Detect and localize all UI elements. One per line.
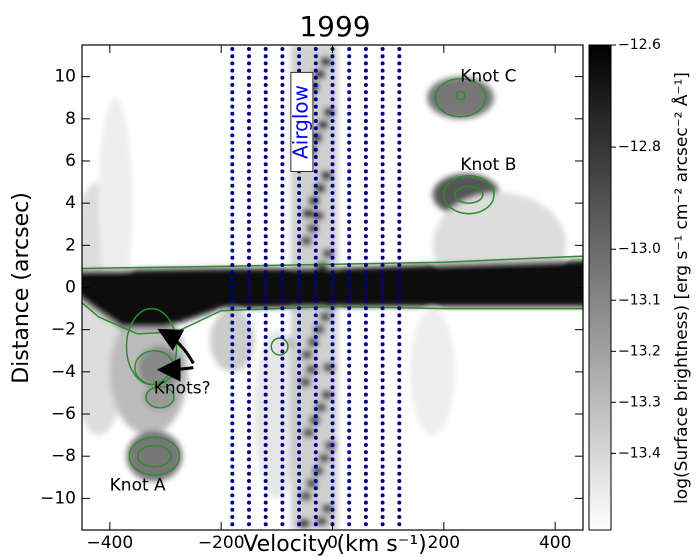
airglow-patch bbox=[307, 224, 318, 233]
contour bbox=[454, 185, 484, 204]
blob bbox=[143, 384, 177, 410]
airglow-patch bbox=[320, 57, 331, 66]
image bbox=[82, 45, 583, 530]
contour bbox=[82, 301, 583, 335]
airglow-label: Airglow bbox=[288, 85, 312, 159]
airglow-patch bbox=[320, 312, 331, 321]
colorbar-tick-label: −13.1 bbox=[618, 292, 661, 308]
y-tick-label: 2 bbox=[65, 235, 76, 255]
x-tick-label: −400 bbox=[86, 533, 133, 553]
airglow-patch bbox=[321, 171, 332, 180]
airglow-patch bbox=[314, 325, 325, 334]
y-tick-label: −10 bbox=[40, 488, 76, 508]
image-blur bbox=[82, 45, 583, 530]
contour bbox=[128, 436, 181, 476]
airglow-patch bbox=[324, 108, 335, 117]
contour bbox=[455, 90, 466, 101]
airglow-patch bbox=[315, 403, 326, 412]
airglow-patch bbox=[315, 184, 326, 193]
y-tick-label: 6 bbox=[65, 151, 76, 171]
x-tick-label: 200 bbox=[428, 533, 460, 553]
y-tick-label: −6 bbox=[51, 404, 76, 424]
annotation: Knots? bbox=[154, 379, 211, 399]
annotation: Knot B bbox=[460, 155, 516, 175]
airglow-patch bbox=[319, 454, 330, 463]
annotation: Knot C bbox=[460, 67, 516, 87]
airglow-patch bbox=[308, 82, 319, 91]
airglow-label-box bbox=[290, 71, 314, 173]
contour bbox=[270, 337, 289, 356]
contour bbox=[443, 174, 495, 215]
airglow-patch bbox=[300, 492, 311, 501]
contour bbox=[136, 444, 172, 468]
colorbar bbox=[588, 44, 612, 531]
airglow-patch bbox=[301, 350, 312, 359]
arrow bbox=[156, 357, 194, 382]
airglow-patch bbox=[306, 365, 317, 374]
colorbar-tick-label: −13.3 bbox=[618, 394, 661, 410]
y-tick-label: 4 bbox=[65, 193, 76, 213]
airglow-patch bbox=[325, 441, 336, 450]
contour bbox=[434, 77, 487, 118]
airglow-patch bbox=[299, 519, 310, 528]
blob bbox=[410, 308, 455, 436]
x-tick-label: 400 bbox=[539, 533, 571, 553]
y-tick-label: 10 bbox=[54, 67, 76, 87]
y-tick-label: −8 bbox=[51, 446, 76, 466]
airglow-patch bbox=[321, 390, 332, 399]
airglow-patch bbox=[300, 378, 311, 387]
airglow-patch bbox=[322, 504, 333, 513]
arrow bbox=[157, 328, 195, 365]
colorbar-label: log(Surface brightness) [erg s⁻¹ cm⁻² ar… bbox=[670, 72, 692, 504]
airglow-patch bbox=[303, 428, 314, 437]
airglow-patch bbox=[316, 517, 327, 526]
colorbar-tick-label: −12.6 bbox=[618, 37, 661, 53]
annotation: Knot A bbox=[110, 476, 166, 496]
airglow-patch bbox=[309, 416, 320, 425]
airglow-patch bbox=[308, 338, 319, 347]
x-tick-label: −200 bbox=[198, 533, 245, 553]
x-axis-label: Velocity (km s⁻¹) bbox=[243, 532, 427, 557]
y-tick-label: −4 bbox=[51, 362, 76, 382]
colorbar-tick-label: −12.8 bbox=[618, 139, 661, 155]
airglow-patch bbox=[313, 211, 324, 220]
x-tick-label: 0 bbox=[327, 533, 338, 553]
blob bbox=[126, 430, 183, 482]
colorbar-tick-label: −13.0 bbox=[618, 241, 661, 257]
airglow-patch bbox=[323, 363, 334, 372]
airglow-patch bbox=[316, 262, 327, 271]
airglow-patch bbox=[318, 120, 329, 129]
blob bbox=[210, 308, 255, 372]
y-axis-label: Distance (arcsec) bbox=[9, 192, 34, 384]
airglow-patch bbox=[323, 249, 334, 258]
airglow-patch bbox=[311, 133, 322, 142]
airglow-patch bbox=[301, 236, 312, 245]
colorbar-tick-label: −13.2 bbox=[618, 343, 661, 359]
contour bbox=[145, 385, 175, 409]
y-tick-label: 8 bbox=[65, 109, 76, 129]
y-tick-label: −2 bbox=[51, 320, 76, 340]
colorbar-tick-label: −13.4 bbox=[618, 445, 661, 461]
y-tick-label: 0 bbox=[65, 278, 76, 298]
blob bbox=[427, 76, 494, 119]
airglow-patch bbox=[302, 209, 314, 218]
airglow-patch bbox=[313, 466, 324, 475]
airglow-patch bbox=[306, 479, 317, 488]
blob bbox=[98, 97, 133, 309]
chart-title: 1999 bbox=[299, 10, 370, 43]
airglow-patch bbox=[314, 70, 325, 79]
